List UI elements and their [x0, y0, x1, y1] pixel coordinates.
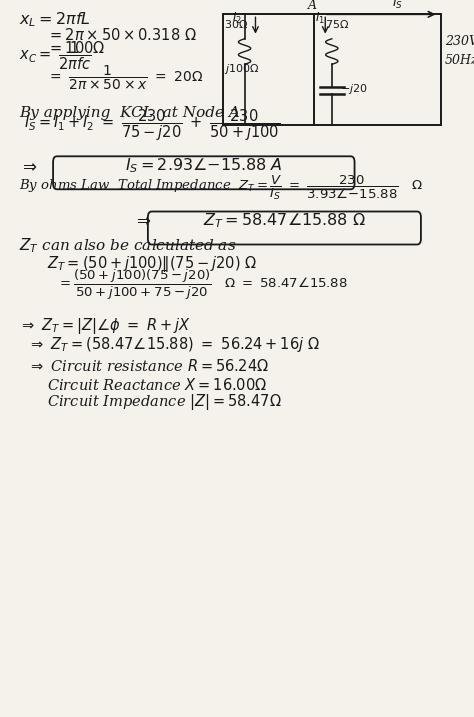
- Text: $x_L = 2\pi f L$: $x_L = 2\pi f L$: [19, 10, 91, 29]
- Text: $-j20$: $-j20$: [340, 82, 368, 96]
- Text: $Z_T = 58.47\angle 15.88\ \Omega$: $Z_T = 58.47\angle 15.88\ \Omega$: [203, 212, 366, 230]
- Text: $=\dfrac{(50+j100)(75-j20)}{50+j100+75-j20}\quad\Omega\ =\ 58.47\angle 15.88$: $=\dfrac{(50+j100)(75-j20)}{50+j100+75-j…: [57, 267, 347, 302]
- Text: $= 100\Omega$: $= 100\Omega$: [47, 40, 106, 56]
- Text: $Z_T$ can also be calculated as: $Z_T$ can also be calculated as: [19, 237, 237, 255]
- Text: By ohms Law  Total Impedance  $Z_T = \dfrac{V}{I_S}\ =\ \dfrac{230}{3.93\angle{-: By ohms Law Total Impedance $Z_T = \dfra…: [19, 174, 423, 202]
- Text: $30\Omega$: $30\Omega$: [224, 18, 248, 29]
- Text: $= 2\pi \times 50 \times 0.318\ \Omega$: $= 2\pi \times 50 \times 0.318\ \Omega$: [47, 27, 197, 43]
- Text: $I_S = I_1 + I_2\ =\ \dfrac{230}{75-j20}\ +\ \dfrac{230}{50+j100}$: $I_S = I_1 + I_2\ =\ \dfrac{230}{75-j20}…: [24, 108, 280, 143]
- Text: $j100\Omega$: $j100\Omega$: [224, 62, 259, 76]
- Text: $I_S = 2.93\angle{-15.88}\ A$: $I_S = 2.93\angle{-15.88}\ A$: [125, 156, 283, 175]
- Text: A: A: [308, 0, 317, 12]
- Text: $\Rightarrow$: $\Rightarrow$: [19, 158, 37, 175]
- Text: $=\ \dfrac{1}{2\pi\times 50\times x}\ =\ 20\Omega$: $=\ \dfrac{1}{2\pi\times 50\times x}\ =\…: [47, 64, 204, 92]
- Text: $\Rightarrow$ Circuit resistance $R = 56.24\Omega$: $\Rightarrow$ Circuit resistance $R = 56…: [28, 358, 269, 374]
- Text: 230V: 230V: [445, 35, 474, 49]
- Text: $I_2$: $I_2$: [231, 11, 241, 27]
- Text: $I_1$: $I_1$: [315, 11, 325, 27]
- Text: $\Rightarrow$: $\Rightarrow$: [133, 212, 151, 229]
- Text: Circuit Impedance $|Z| = 58.47\Omega$: Circuit Impedance $|Z| = 58.47\Omega$: [47, 391, 282, 412]
- Text: By applying  KCL  at Node A: By applying KCL at Node A: [19, 105, 240, 120]
- Text: $\Rightarrow\ Z_T = (58.47\angle 15.88)\ =\ 56.24+16j\ \Omega$: $\Rightarrow\ Z_T = (58.47\angle 15.88)\…: [28, 336, 320, 354]
- Text: $x_C =\ \dfrac{1}{2\pi fc}$: $x_C =\ \dfrac{1}{2\pi fc}$: [19, 39, 91, 72]
- Text: 50Hz: 50Hz: [445, 54, 474, 67]
- Text: $I_S$: $I_S$: [392, 0, 403, 11]
- Text: $75\Omega$: $75\Omega$: [325, 18, 349, 29]
- Text: $Z_T = (50+j100)\|(75-j20)\ \Omega$: $Z_T = (50+j100)\|(75-j20)\ \Omega$: [47, 254, 257, 274]
- Text: $\Rightarrow\ Z_T = |Z|\angle\phi\ =\ R+jX$: $\Rightarrow\ Z_T = |Z|\angle\phi\ =\ R+…: [19, 315, 191, 336]
- Text: Circuit Reactance $X = 16.00\Omega$: Circuit Reactance $X = 16.00\Omega$: [47, 377, 267, 393]
